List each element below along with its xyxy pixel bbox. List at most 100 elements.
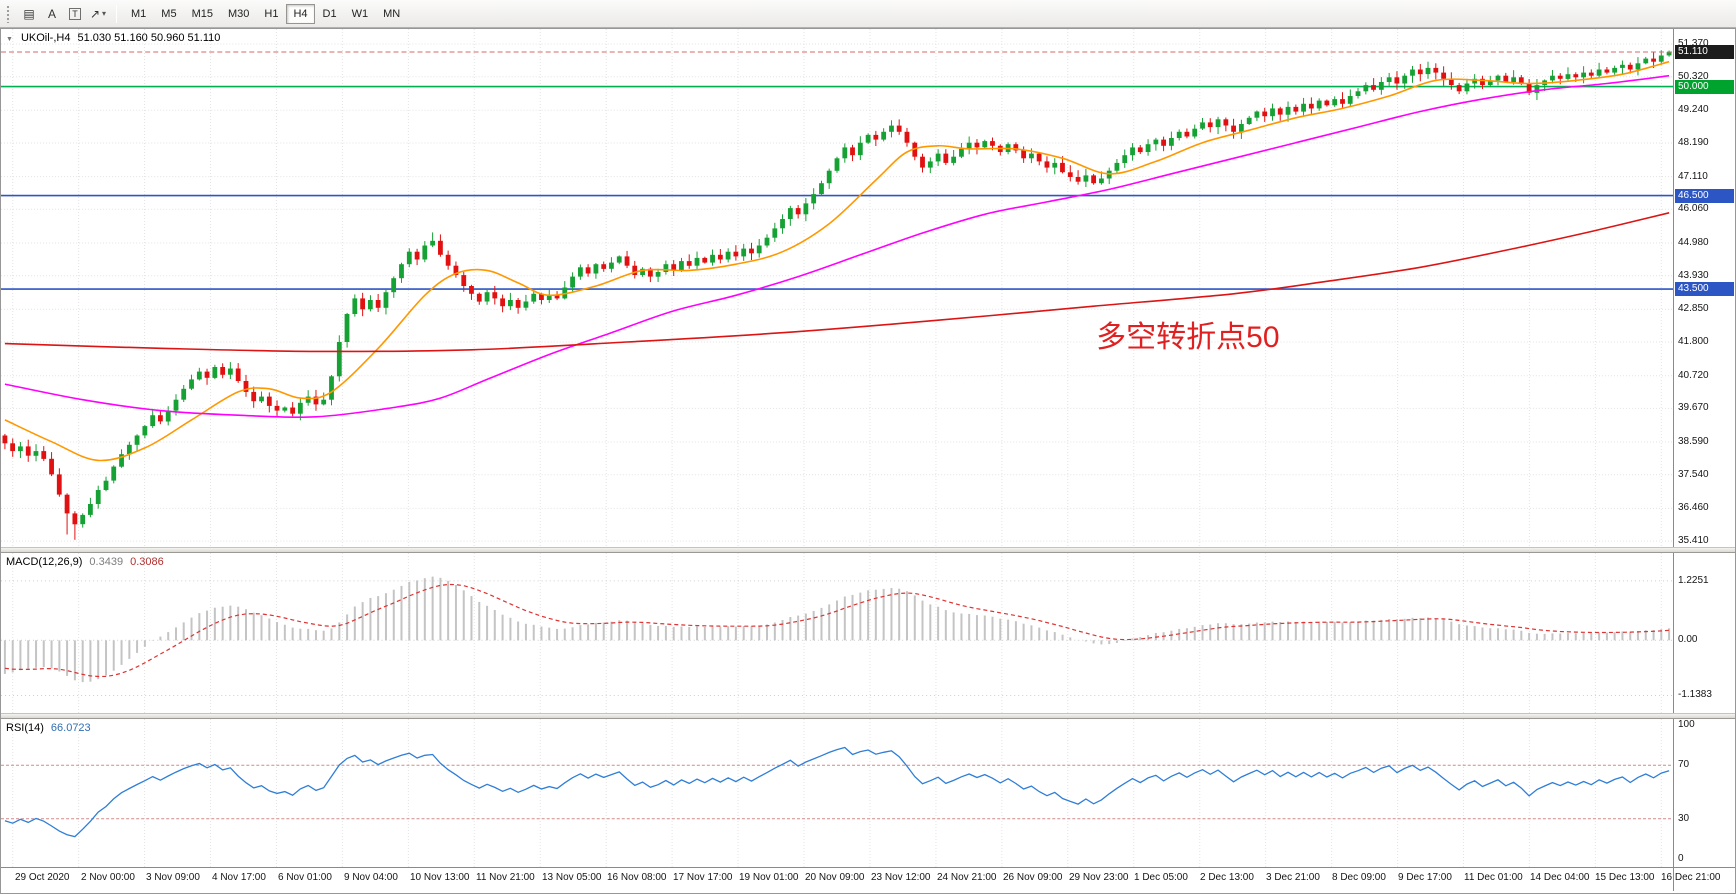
chart-ohlc-readout: 51.030 51.160 50.960 51.110 xyxy=(77,32,221,44)
price-axis-label: 47.110 xyxy=(1678,171,1708,182)
time-axis-label: 11 Nov 21:00 xyxy=(476,872,535,883)
timeframe-mn[interactable]: MN xyxy=(376,4,407,24)
chart-symbol-period: UKOil-,H4 xyxy=(20,32,71,44)
time-axis[interactable]: 29 Oct 2020 2 Nov 00:00 3 Nov 09:00 4 Nov 1… xyxy=(1,867,1721,891)
time-axis-label: 9 Nov 04:00 xyxy=(344,872,398,883)
time-axis-label: 17 Nov 17:00 xyxy=(673,872,733,883)
time-axis-label: 3 Dec 21:00 xyxy=(1266,872,1320,883)
price-badge-43.500: 43.500 xyxy=(1675,282,1734,296)
price-axis-label: 50.320 xyxy=(1678,71,1709,82)
annotation-a-icon[interactable]: A xyxy=(41,4,63,24)
price-axis-label: 37.540 xyxy=(1678,469,1709,480)
ma-slow-line xyxy=(4,212,1670,353)
time-axis-label: 16 Nov 08:00 xyxy=(607,872,667,883)
chart-annotation-text: 多空转折点50 xyxy=(1096,321,1280,355)
time-axis-label: 2 Nov 00:00 xyxy=(81,872,135,883)
chart-window: ▼ UKOil-,H4 51.030 51.160 50.960 51.110 … xyxy=(0,28,1736,894)
dropdown-caret-icon: ▾ xyxy=(102,9,107,18)
time-axis-label: 19 Nov 01:00 xyxy=(739,872,799,883)
time-axis-label: 2 Dec 13:00 xyxy=(1200,872,1254,883)
time-axis-label: 13 Nov 05:00 xyxy=(542,872,602,883)
price-axis[interactable]: 51.370 50.320 49.240 48.190 47.110 46.060 44.9… xyxy=(1673,29,1735,547)
ma-medium-line xyxy=(4,74,1670,419)
main-gridlines xyxy=(1,29,1673,547)
time-axis-label: 9 Dec 17:00 xyxy=(1398,872,1452,883)
chart-window-icon[interactable]: ▤ xyxy=(18,4,40,24)
macd-axis-label: 1.2251 xyxy=(1678,575,1709,586)
price-axis-label: 43.930 xyxy=(1678,270,1709,281)
price-axis-label: 46.060 xyxy=(1678,203,1709,214)
time-axis-label: 14 Dec 04:00 xyxy=(1530,872,1590,883)
collapse-chart-icon[interactable]: ▼ xyxy=(6,36,13,43)
timeframe-h4[interactable]: H4 xyxy=(286,3,315,24)
rsi-canvas[interactable] xyxy=(1,719,1673,867)
rsi-value: 66.0723 xyxy=(50,722,91,734)
price-axis-label: 42.850 xyxy=(1678,303,1709,314)
price-axis-label: 41.800 xyxy=(1678,336,1709,347)
toolbar-grip-handle[interactable] xyxy=(6,4,11,23)
ma-fast-line xyxy=(4,60,1670,462)
main-chart-canvas[interactable] xyxy=(1,29,1673,547)
time-axis-label: 10 Nov 13:00 xyxy=(410,872,470,883)
time-axis-label: 23 Nov 12:00 xyxy=(871,872,931,883)
chart-header: ▼ UKOil-,H4 51.030 51.160 50.960 51.110 xyxy=(6,32,220,44)
price-axis-label: 35.410 xyxy=(1678,535,1709,546)
time-axis-label: 15 Dec 13:00 xyxy=(1595,872,1655,883)
rsi-axis-label: 100 xyxy=(1678,719,1695,730)
time-axis-label: 26 Nov 09:00 xyxy=(1003,872,1063,883)
timeframe-d1[interactable]: D1 xyxy=(316,4,344,24)
time-axis-label: 3 Nov 09:00 xyxy=(146,872,200,883)
rsi-line xyxy=(4,746,1670,838)
rsi-label: RSI(14) xyxy=(6,722,44,734)
main-chart-plot[interactable]: ▼ UKOil-,H4 51.030 51.160 50.960 51.110 … xyxy=(1,29,1673,547)
macd-header: MACD(12,26,9) 0.3439 0.3086 xyxy=(6,556,164,568)
axis-corner xyxy=(1673,867,1735,891)
price-axis-label: 40.720 xyxy=(1678,370,1709,381)
macd-canvas[interactable] xyxy=(1,553,1673,713)
time-axis-label: 8 Dec 09:00 xyxy=(1332,872,1386,883)
timeframe-m15[interactable]: M15 xyxy=(185,4,220,24)
time-axis-label: 16 Dec 21:00 xyxy=(1661,872,1721,883)
price-axis-label: 38.590 xyxy=(1678,436,1709,447)
cursor-tool-icon[interactable]: ↗ ▾ xyxy=(87,4,109,24)
price-badge-50.000: 50.000 xyxy=(1675,80,1734,94)
candlestick-series xyxy=(2,50,1672,540)
toolbar-icons: ▤ A T ↗ ▾ xyxy=(18,4,109,24)
time-axis-label: 29 Nov 23:00 xyxy=(1069,872,1129,883)
macd-axis-label: 0.00 xyxy=(1678,634,1698,645)
timeframe-m30[interactable]: M30 xyxy=(221,4,256,24)
timeframe-m1[interactable]: M1 xyxy=(124,4,153,24)
price-axis-label: 51.370 xyxy=(1678,38,1709,49)
rsi-axis-label: 70 xyxy=(1678,759,1690,770)
macd-panel-splitter[interactable] xyxy=(1,547,1735,553)
timeframe-toolbar: M1 M5 M15 M30 H1 H4 D1 W1 MN xyxy=(124,3,407,24)
price-axis-label: 36.460 xyxy=(1678,502,1709,513)
macd-axis-label: -1.1383 xyxy=(1678,689,1712,700)
macd-main-value: 0.3439 xyxy=(89,556,124,568)
time-axis-label: 20 Nov 09:00 xyxy=(805,872,865,883)
rsi-plot[interactable]: RSI(14) 66.0723 xyxy=(1,719,1673,867)
price-axis-label: 48.190 xyxy=(1678,137,1709,148)
price-axis-label: 44.980 xyxy=(1678,237,1709,248)
rsi-panel-splitter[interactable] xyxy=(1,713,1735,719)
macd-signal-line xyxy=(4,583,1670,678)
price-badge-46.500: 46.500 xyxy=(1675,189,1734,203)
price-axis-label: 39.670 xyxy=(1678,402,1709,413)
text-label-icon[interactable]: T xyxy=(64,4,86,24)
timeframe-w1[interactable]: W1 xyxy=(345,4,376,24)
rsi-axis-label: 30 xyxy=(1678,813,1690,824)
rsi-axis[interactable]: 100 70 30 0 xyxy=(1673,719,1735,867)
macd-plot[interactable]: MACD(12,26,9) 0.3439 0.3086 xyxy=(1,553,1673,713)
main-toolbar: ▤ A T ↗ ▾ M1 M5 M15 M30 H1 H4 D1 W1 MN xyxy=(0,0,1736,28)
macd-axis[interactable]: 1.2251 0.00 -1.1383 xyxy=(1673,553,1735,713)
timeframe-h1[interactable]: H1 xyxy=(257,4,285,24)
price-badge-51.110: 51.110 xyxy=(1675,45,1734,59)
time-axis-label: 11 Dec 01:00 xyxy=(1464,872,1523,883)
rsi-axis-label: 0 xyxy=(1678,853,1684,864)
macd-label: MACD(12,26,9) xyxy=(6,556,83,568)
time-axis-label: 6 Nov 01:00 xyxy=(278,872,332,883)
time-axis-label: 24 Nov 21:00 xyxy=(937,872,997,883)
macd-histogram xyxy=(3,576,1671,683)
timeframe-m5[interactable]: M5 xyxy=(154,4,183,24)
toolbar-separator xyxy=(116,4,117,23)
